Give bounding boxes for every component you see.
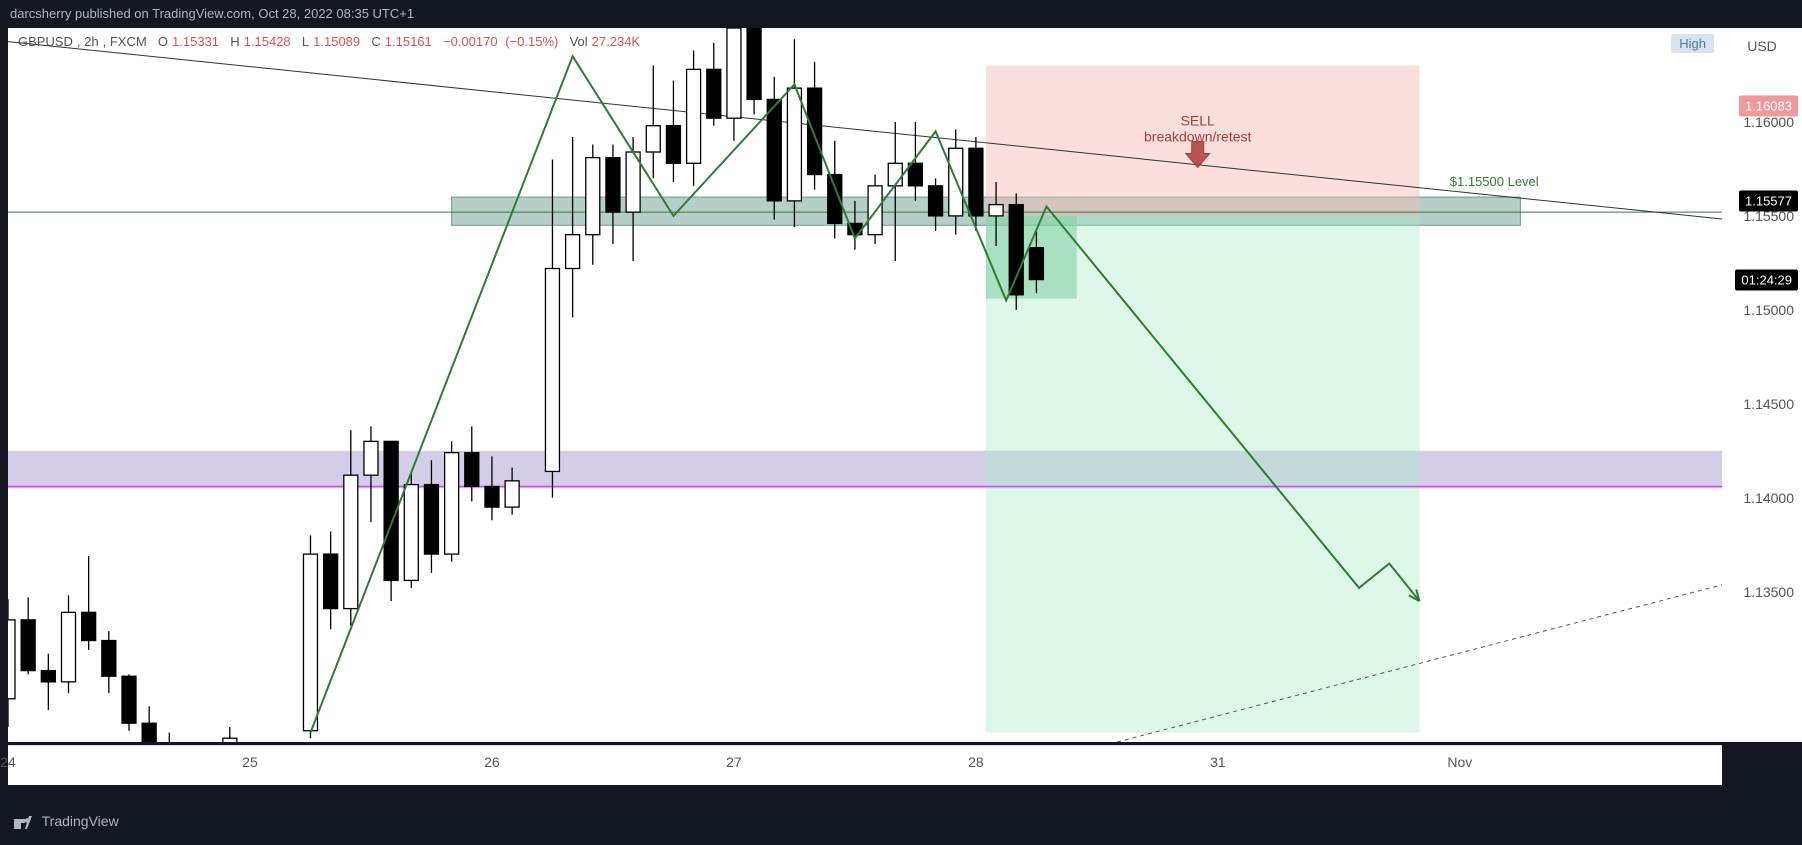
time-axis[interactable]: 242526272831Nov xyxy=(8,745,1722,785)
open-value: 1.15331 xyxy=(172,34,219,49)
vol-value: 27.234K xyxy=(592,34,640,49)
low-value: 1.15089 xyxy=(313,34,360,49)
x-tick: 26 xyxy=(484,754,500,770)
vol-label: Vol xyxy=(570,34,588,49)
y-tick: 1.14000 xyxy=(1743,490,1794,506)
publish-text: darcsherry published on TradingView.com,… xyxy=(10,6,414,21)
symbol-info: GBPUSD, 2h, FXCM O1.15331 H1.15428 L1.15… xyxy=(18,34,644,49)
x-tick: 25 xyxy=(242,754,258,770)
c-label: C xyxy=(371,34,380,49)
currency-label: USD xyxy=(1722,34,1802,58)
high-value: 1.15428 xyxy=(244,34,291,49)
footer-bar: TradingView xyxy=(0,801,1802,845)
interval: 2h xyxy=(84,34,98,49)
change-value: −0.00170 xyxy=(443,34,498,49)
x-tick: 31 xyxy=(1210,754,1226,770)
price-tag: 1.16083 xyxy=(1739,96,1798,117)
x-tick: 27 xyxy=(726,754,742,770)
y-tick: 1.15000 xyxy=(1743,302,1794,318)
x-tick: Nov xyxy=(1447,754,1472,770)
h-label: H xyxy=(230,34,239,49)
price-axis[interactable]: USD 1.160001.155001.150001.145001.140001… xyxy=(1722,28,1802,742)
publish-banner: darcsherry published on TradingView.com,… xyxy=(0,0,1802,28)
close-value: 1.15161 xyxy=(385,34,432,49)
exchange: FXCM xyxy=(110,34,147,49)
change-pct: (−0.15%) xyxy=(505,34,558,49)
x-tick: 28 xyxy=(968,754,984,770)
chart-svg: SELLbreakdown/retest$1.15500 Level xyxy=(8,28,1722,742)
o-label: O xyxy=(158,34,168,49)
price-tag: 01:24:29 xyxy=(1735,269,1798,290)
tradingview-logo-icon xyxy=(14,815,32,829)
symbol: GBPUSD xyxy=(18,34,73,49)
y-tick: 1.14500 xyxy=(1743,396,1794,412)
svg-text:$1.15500 Level: $1.15500 Level xyxy=(1450,174,1539,189)
chart-pane[interactable]: GBPUSD, 2h, FXCM O1.15331 H1.15428 L1.15… xyxy=(8,28,1722,742)
y-tick: 1.13500 xyxy=(1743,584,1794,600)
quality-badge: High xyxy=(1671,34,1714,53)
footer-brand: TradingView xyxy=(42,813,119,829)
l-label: L xyxy=(302,34,309,49)
price-tag: 1.15577 xyxy=(1739,191,1798,212)
app-root: darcsherry published on TradingView.com,… xyxy=(0,0,1802,845)
x-tick: 24 xyxy=(0,754,16,770)
